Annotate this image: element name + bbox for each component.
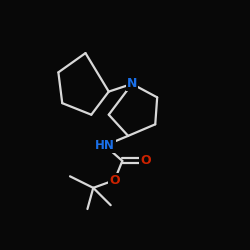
Text: HN: HN (95, 139, 115, 152)
Text: O: O (140, 154, 151, 168)
Text: N: N (127, 78, 137, 90)
Text: O: O (109, 174, 120, 187)
